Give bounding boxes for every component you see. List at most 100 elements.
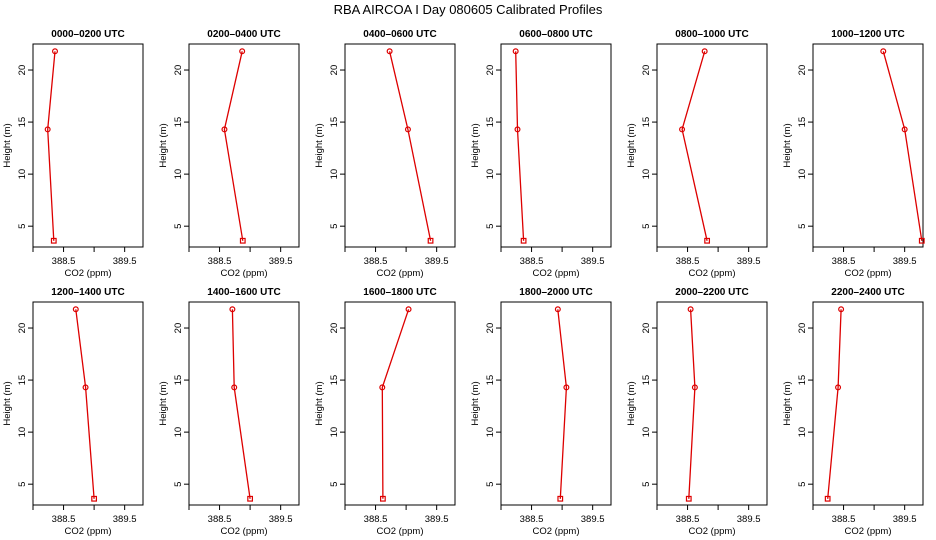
plot-frame: [32, 43, 144, 248]
data-point: [701, 48, 708, 55]
y-tick-label: 15: [17, 375, 28, 386]
data-point: [691, 384, 698, 391]
plot-frame: [344, 301, 456, 506]
profile-panel: 0600–0800 UTC 388.5 389.5 5 10 15 20 CO2 (ppm) H…: [470, 29, 612, 279]
y-tick-label: 10: [641, 169, 652, 180]
x-tick-label: 389.5: [425, 514, 449, 525]
y-tick-label: 15: [797, 375, 808, 386]
x-tick-label: 388.5: [832, 514, 856, 525]
y-axis-label: Height (m): [314, 381, 325, 425]
y-tick-label: 20: [485, 65, 496, 76]
data-point: [51, 48, 58, 55]
y-tick-label: 10: [17, 427, 28, 438]
profile-panel: 0000–0200 UTC 388.5 389.5 5 10 15 20 CO2 (ppm) H…: [2, 29, 144, 279]
data-point: [554, 306, 561, 313]
x-tick-label: 389.5: [269, 514, 293, 525]
x-tick-label: 388.5: [676, 514, 700, 525]
x-tick-label: 388.5: [52, 514, 76, 525]
data-point: [918, 237, 925, 244]
x-tick-label: 389.5: [737, 514, 761, 525]
data-point: [901, 126, 908, 133]
figure-title: RBA AIRCOA I Day 080605 Calibrated Profi…: [334, 2, 603, 17]
y-tick-label: 20: [329, 323, 340, 334]
data-point: [514, 126, 521, 133]
data-point: [379, 495, 386, 502]
x-tick-label: 388.5: [364, 256, 388, 267]
y-tick-label: 15: [797, 117, 808, 128]
profile-panel: 0400–0600 UTC 388.5 389.5 5 10 15 20 CO2 (ppm) H…: [314, 29, 456, 279]
x-axis-label: CO2 (ppm): [689, 268, 736, 279]
data-point: [44, 126, 51, 133]
plot-frame: [500, 301, 612, 506]
data-point: [405, 306, 412, 313]
y-tick-label: 20: [17, 65, 28, 76]
y-tick-label: 20: [173, 65, 184, 76]
profile-panel: 1600–1800 UTC 388.5 389.5 5 10 15 20 CO2 (ppm) H…: [314, 287, 456, 537]
data-point: [231, 384, 238, 391]
data-point: [404, 126, 411, 133]
x-tick-label: 389.5: [425, 256, 449, 267]
y-tick-label: 20: [641, 65, 652, 76]
y-tick-label: 20: [797, 65, 808, 76]
y-tick-label: 5: [797, 224, 808, 229]
x-tick-label: 389.5: [269, 256, 293, 267]
x-tick-label: 389.5: [581, 256, 605, 267]
data-point: [704, 237, 711, 244]
y-tick-label: 5: [485, 224, 496, 229]
y-tick-label: 10: [329, 427, 340, 438]
y-tick-label: 15: [173, 375, 184, 386]
y-tick-label: 15: [641, 375, 652, 386]
data-point: [82, 384, 89, 391]
profile-panel: 0800–1000 UTC 388.5 389.5 5 10 15 20 CO2 (ppm) H…: [626, 29, 768, 279]
y-axis-label: Height (m): [314, 123, 325, 167]
y-tick-label: 15: [485, 375, 496, 386]
x-tick-label: 388.5: [364, 514, 388, 525]
y-tick-label: 5: [797, 482, 808, 487]
data-point: [50, 237, 57, 244]
y-tick-label: 15: [329, 375, 340, 386]
y-tick-label: 5: [173, 482, 184, 487]
y-axis-label: Height (m): [626, 381, 637, 425]
y-tick-label: 15: [17, 117, 28, 128]
y-tick-label: 10: [173, 169, 184, 180]
x-tick-label: 388.5: [208, 256, 232, 267]
x-axis-label: CO2 (ppm): [221, 268, 268, 279]
y-tick-label: 5: [329, 224, 340, 229]
data-point: [72, 306, 79, 313]
x-axis-label: CO2 (ppm): [689, 526, 736, 537]
y-axis-label: Height (m): [158, 381, 169, 425]
y-axis-label: Height (m): [158, 123, 169, 167]
x-tick-label: 388.5: [208, 514, 232, 525]
data-point: [239, 48, 246, 55]
data-point: [557, 495, 564, 502]
y-tick-label: 5: [641, 482, 652, 487]
profile-line: [882, 51, 923, 241]
data-point: [239, 237, 246, 244]
y-tick-label: 10: [797, 169, 808, 180]
profile-panel: 1000–1200 UTC 388.5 389.5 5 10 15 20 CO2 (ppm) H…: [782, 29, 925, 279]
x-tick-label: 388.5: [520, 514, 544, 525]
data-point: [563, 384, 570, 391]
profile-line: [557, 309, 568, 499]
panel-title: 0000–0200 UTC: [51, 29, 124, 40]
x-tick-label: 389.5: [893, 256, 917, 267]
profile-panel: 0200–0400 UTC 388.5 389.5 5 10 15 20 CO2 (ppm) H…: [158, 29, 300, 279]
x-tick-label: 388.5: [52, 256, 76, 267]
x-axis-label: CO2 (ppm): [533, 526, 580, 537]
profile-panel: 1200–1400 UTC 388.5 389.5 5 10 15 20 CO2 (ppm) H…: [2, 287, 144, 537]
plot-frame: [32, 301, 144, 506]
x-axis-label: CO2 (ppm): [377, 526, 424, 537]
x-tick-label: 388.5: [832, 256, 856, 267]
data-point: [386, 48, 393, 55]
plot-frame: [188, 301, 300, 506]
y-tick-label: 10: [329, 169, 340, 180]
y-tick-label: 10: [485, 169, 496, 180]
y-tick-label: 15: [329, 117, 340, 128]
y-tick-label: 15: [641, 117, 652, 128]
data-point: [838, 306, 845, 313]
x-tick-label: 389.5: [581, 514, 605, 525]
x-axis-label: CO2 (ppm): [65, 268, 112, 279]
data-point: [880, 48, 887, 55]
plot-frame: [500, 43, 612, 248]
plot-frame: [656, 301, 768, 506]
